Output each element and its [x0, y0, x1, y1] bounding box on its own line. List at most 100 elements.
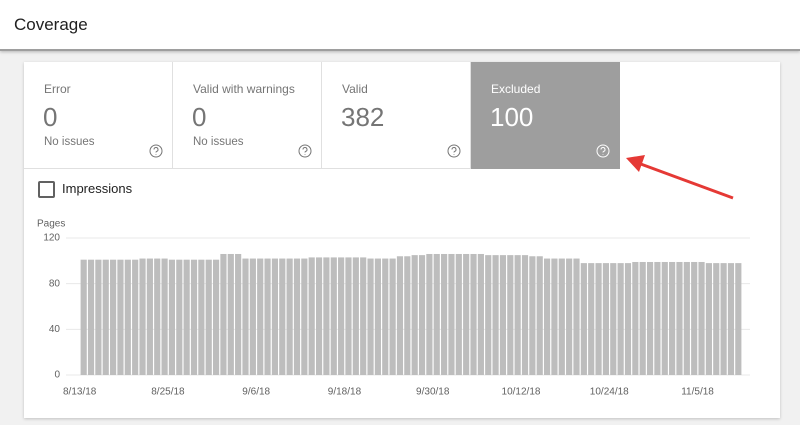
bar	[249, 258, 256, 375]
bar	[190, 259, 198, 375]
bar	[205, 259, 212, 375]
bar	[624, 263, 632, 375]
bar	[470, 253, 477, 375]
x-tick-label: 9/18/18	[328, 387, 362, 398]
bar	[521, 255, 529, 375]
y-tick-label: 40	[49, 324, 61, 335]
checkbox[interactable]	[38, 181, 55, 198]
bar	[404, 256, 411, 375]
bar	[286, 258, 293, 375]
bar	[345, 257, 352, 375]
x-tick-label: 8/25/18	[151, 387, 185, 398]
bar	[198, 259, 205, 375]
bar	[441, 253, 448, 375]
bar	[264, 258, 271, 375]
bar	[110, 259, 117, 375]
bar	[242, 258, 249, 375]
bar	[124, 259, 131, 375]
card-label: Valid	[342, 82, 368, 96]
bar	[514, 255, 521, 375]
bar	[161, 258, 168, 375]
bar	[330, 257, 337, 375]
bar	[374, 258, 381, 375]
header: Coverage	[0, 0, 800, 51]
bar	[713, 263, 720, 375]
help-icon[interactable]	[149, 144, 163, 158]
bar	[220, 253, 227, 375]
status-card[interactable]: Valid with warnings 0 No issues	[173, 62, 322, 169]
card-value: 0	[43, 102, 58, 132]
status-card[interactable]: Valid 382	[322, 62, 471, 169]
x-tick-label: 9/6/18	[242, 387, 270, 398]
annotation-arrow	[626, 155, 734, 200]
bar	[271, 258, 279, 375]
bar	[543, 258, 551, 375]
bar	[573, 258, 580, 375]
bar	[426, 253, 433, 375]
y-tick-label: 120	[43, 233, 60, 244]
card-value: 382	[341, 102, 385, 132]
bar	[360, 257, 367, 375]
bar	[646, 261, 654, 375]
bar	[95, 259, 102, 375]
bar	[639, 261, 646, 375]
bar	[602, 263, 610, 375]
bar	[720, 263, 727, 375]
card-label: Excluded	[491, 82, 541, 96]
bar	[691, 261, 698, 375]
bar	[315, 257, 323, 375]
checkbox-label[interactable]: Impressions	[62, 181, 133, 196]
bar	[669, 261, 676, 375]
bar	[580, 263, 587, 375]
bar	[735, 263, 742, 375]
card-note: No issues	[44, 136, 95, 148]
y-tick-label: 80	[49, 278, 61, 289]
help-icon[interactable]	[447, 144, 461, 158]
bar	[492, 255, 499, 375]
bar	[352, 257, 359, 375]
help-icon[interactable]	[298, 144, 312, 158]
bar	[463, 253, 470, 375]
bar	[595, 263, 602, 375]
bar	[382, 258, 389, 375]
bar	[308, 257, 315, 375]
bar	[588, 263, 595, 375]
bar	[257, 258, 264, 375]
bar	[617, 263, 624, 375]
bar	[536, 256, 543, 375]
bar	[485, 255, 492, 375]
help-icon[interactable]	[596, 144, 610, 158]
status-card[interactable]: Error 0 No issues	[24, 62, 173, 169]
bar	[367, 258, 374, 375]
bar	[411, 255, 418, 375]
bar	[433, 253, 440, 375]
card-label: Valid with warnings	[193, 82, 295, 96]
card-note: No issues	[193, 136, 244, 148]
bar	[418, 255, 426, 375]
bar	[455, 253, 462, 375]
bar	[227, 253, 234, 375]
status-card[interactable]: Excluded 100	[471, 62, 620, 169]
page-title: Coverage	[14, 15, 88, 34]
bar	[727, 263, 735, 375]
x-tick-label: 10/12/18	[502, 387, 541, 398]
bar	[507, 255, 514, 375]
bar	[212, 259, 220, 375]
bar	[139, 258, 146, 375]
bar	[396, 256, 404, 375]
bar	[683, 261, 690, 375]
bar	[87, 259, 95, 375]
bar	[676, 261, 683, 375]
bar	[176, 259, 183, 375]
bar	[183, 259, 190, 375]
bar	[661, 261, 668, 375]
x-tick-label: 10/24/18	[590, 387, 629, 398]
bar	[80, 259, 87, 375]
bar	[558, 258, 565, 375]
bar	[698, 261, 705, 375]
bar	[610, 263, 617, 375]
bar	[102, 259, 109, 375]
arrow-head	[626, 155, 645, 172]
bar	[301, 258, 308, 375]
